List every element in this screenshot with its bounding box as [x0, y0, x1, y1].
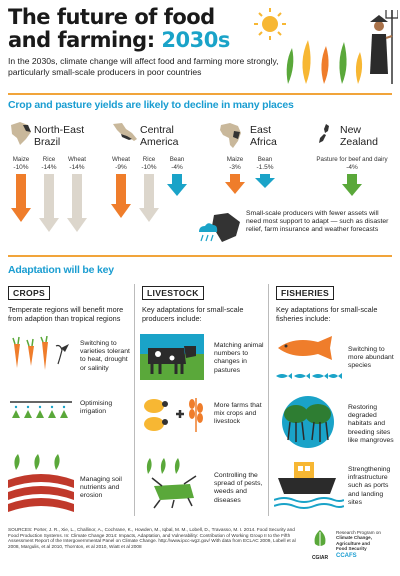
region-name-line2: Brazil	[34, 136, 61, 148]
disaster-weather-icon	[199, 213, 240, 242]
arrow-down-icon	[11, 174, 31, 222]
central-america-map-icon	[113, 123, 137, 141]
title-line-2: and farming: 2030s	[8, 29, 258, 52]
crop-value: -10%	[141, 164, 157, 171]
arrow-down-icon	[111, 174, 131, 218]
crop-value: -4%	[171, 164, 183, 171]
arrow-down-icon	[342, 174, 362, 196]
cgiar-logo: CGIAR	[306, 528, 334, 561]
section-divider-middle	[8, 255, 392, 257]
sources-text: SOURCES: Porter, J. R., Xie, L., Challin…	[8, 527, 296, 550]
ccafs-logo: Research Program on Climate Change, Agri…	[336, 530, 396, 559]
crop-value: -14%	[41, 164, 57, 171]
arrow-down-icon	[255, 174, 275, 188]
arrow-down-icon	[139, 174, 159, 222]
region-name-line1: Central	[140, 124, 174, 136]
region-name-line2: Africa	[250, 136, 277, 148]
crop-value: -4%	[346, 164, 358, 171]
region-name-line1: North-East	[34, 124, 85, 136]
fish-icon	[276, 336, 342, 379]
crop-value: -3%	[229, 164, 241, 171]
crop-plants-icon	[286, 40, 363, 84]
arrow-down-icon	[39, 174, 59, 232]
sun-icon	[254, 8, 286, 40]
farmer-icon	[370, 10, 398, 84]
crop-label: Pasture for beef and dairy	[316, 156, 388, 163]
cgiar-leaf-icon	[314, 530, 326, 548]
fisheries-title: FISHERIES	[276, 286, 335, 300]
section-divider-top	[8, 93, 392, 95]
arrow-down-icon	[67, 174, 87, 232]
mixed-farm-icon	[144, 398, 203, 432]
soil-management-icon	[8, 454, 74, 512]
livestock-title: LIVESTOCK	[142, 286, 204, 300]
vegetables-icon	[12, 336, 69, 370]
column-divider	[268, 284, 269, 516]
intro-text: In the 2030s, climate change will affect…	[8, 56, 279, 77]
livestock-item: More farms that mix crops and livestock	[214, 402, 262, 426]
region-east-africa: East Africa	[250, 124, 277, 148]
region-new-zealand: New Zealand	[340, 124, 378, 148]
yield-arrows	[11, 174, 362, 232]
region-name-line1: East	[250, 124, 272, 136]
crop-value: -14%	[69, 164, 85, 171]
crop-label: Rice	[142, 156, 156, 163]
fisheries-intro: Key adaptations for small-scale fisherie…	[276, 305, 378, 323]
ccafs-line: Agriculture and	[336, 540, 370, 546]
crop-value: -10%	[13, 164, 29, 171]
africa-map-icon	[220, 123, 241, 148]
region-ne-brazil: North-East Brazil	[34, 124, 84, 148]
crop-label: Rice	[42, 156, 56, 163]
fisheries-item: Switching to more abundant species	[348, 346, 394, 370]
yields-heading: Crop and pasture yields are likely to de…	[8, 99, 294, 111]
cgiar-logo-text: CGIAR	[311, 555, 329, 561]
region-central-america: Central America	[140, 124, 179, 148]
boat-icon	[274, 462, 344, 509]
crops-title: CROPS	[8, 286, 51, 300]
farmer-illustration	[254, 8, 398, 84]
livestock-item: Controlling the spread of pests, weeds a…	[214, 472, 263, 504]
page-title: The future of food and farming: 2030s	[8, 6, 258, 52]
crop-label: Maize	[12, 156, 30, 163]
adaptation-heading: Adaptation will be key	[8, 264, 114, 276]
crop-label: Maize	[226, 156, 244, 163]
smallholder-note: Small-scale producers with fewer assets …	[246, 210, 389, 234]
crop-label: Bean	[257, 156, 273, 163]
new-zealand-map-icon	[319, 124, 329, 143]
crop-label: Wheat	[112, 156, 130, 163]
pests-icon	[146, 458, 197, 509]
mangrove-icon	[282, 396, 334, 448]
arrow-down-icon	[167, 174, 187, 196]
crops-item: Optimising irrigation	[80, 400, 113, 416]
crops-intro: Temperate regions will benefit more from…	[8, 305, 124, 323]
fisheries-item: Restoring degraded habitats and breeding…	[348, 404, 394, 444]
crops-item: Switching to varieties tolerant to heat,…	[80, 340, 130, 372]
region-name-line2: Zealand	[340, 136, 378, 148]
ccafs-line: Climate Change,	[336, 535, 372, 541]
ccafs-abbrev: CCAFS	[336, 552, 357, 559]
column-divider	[134, 284, 135, 516]
crops-item: Managing soil nutrients and erosion	[80, 476, 122, 500]
crop-label: Wheat	[68, 156, 86, 163]
cow-icon	[140, 334, 204, 380]
title-line-1: The future of food	[8, 5, 215, 29]
crop-label: Bean	[169, 156, 185, 163]
region-name-line2: America	[140, 136, 179, 148]
fisheries-item: Strengthening infrastructure such as por…	[348, 466, 391, 506]
region-name-line1: New	[340, 124, 362, 136]
brazil-map-icon	[11, 122, 31, 145]
crop-value: -9%	[115, 164, 127, 171]
arrow-down-icon	[225, 174, 245, 194]
livestock-intro: Key adaptations for small-scale producer…	[142, 305, 244, 323]
ccafs-line: Research Program on	[336, 530, 381, 535]
title-line-2-text: and farming:	[8, 28, 162, 52]
livestock-item: Matching animal numbers to changes in pa…	[214, 342, 264, 374]
title-year: 2030s	[161, 28, 230, 52]
crop-value: -1.5%	[256, 164, 274, 171]
ccafs-line: Food Security	[336, 546, 367, 552]
irrigation-icon	[10, 401, 72, 418]
